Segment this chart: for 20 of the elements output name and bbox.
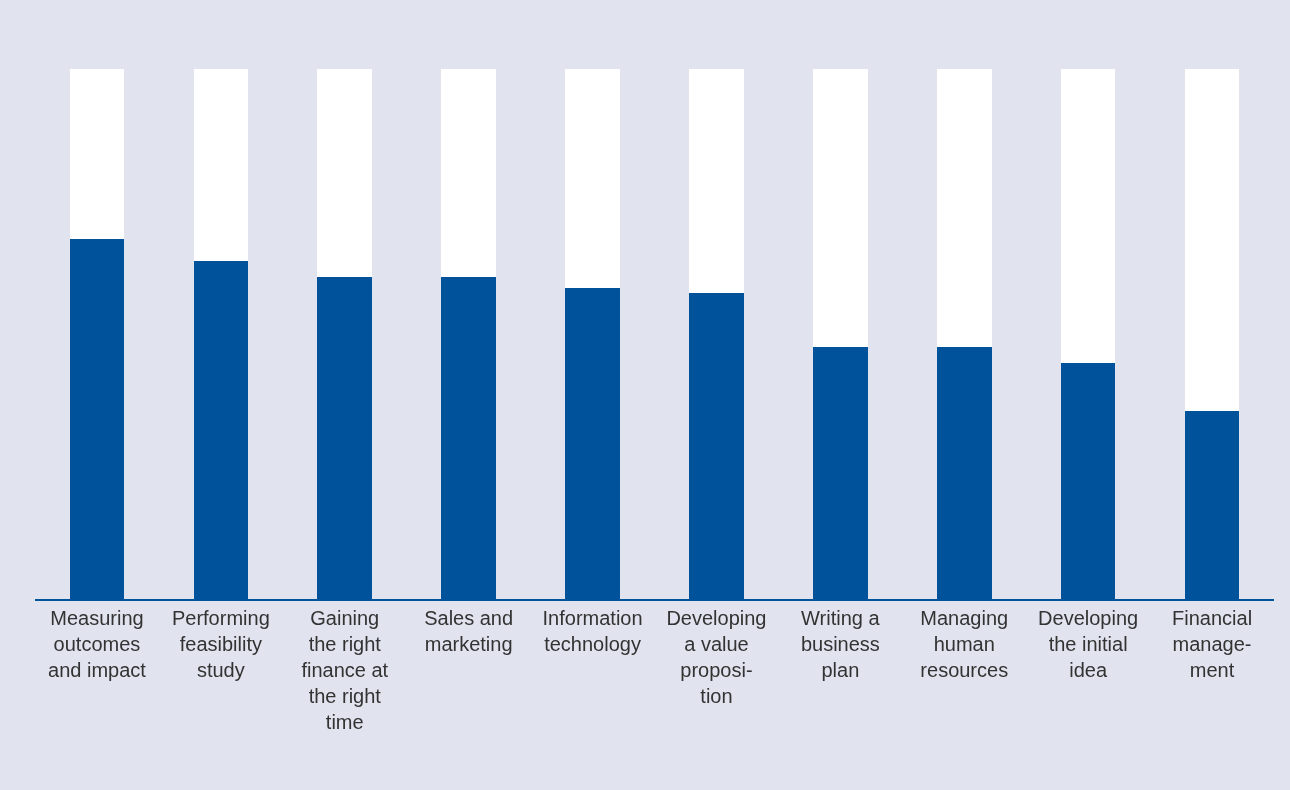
bar bbox=[689, 69, 744, 294]
x-tick-label: Developing a value proposi- tion bbox=[666, 607, 767, 707]
bar bbox=[69, 69, 125, 240]
x-tick-label: Writing a business plan bbox=[800, 607, 881, 681]
bar bbox=[813, 69, 868, 348]
bar bbox=[317, 69, 373, 277]
x-tick-label: Sales and marketing bbox=[424, 607, 514, 655]
bar bbox=[936, 69, 992, 348]
bar bbox=[565, 69, 620, 288]
bar bbox=[1184, 69, 1240, 411]
bar bbox=[441, 69, 496, 277]
x-tick-label: Gaining the right finance at the right time bbox=[301, 607, 389, 733]
bar bbox=[193, 69, 249, 261]
x-tick-label: Managing human resources bbox=[920, 607, 1009, 681]
x-tick-label: Financial manage- ment bbox=[1172, 607, 1253, 681]
bar bbox=[1060, 69, 1116, 364]
x-tick-label: Measuring outcomes and impact bbox=[48, 607, 147, 681]
x-tick-label: Developing the initial idea bbox=[1038, 607, 1139, 681]
x-tick-label: Information technology bbox=[542, 607, 643, 655]
x-tick-label: Performing feasibility study bbox=[171, 607, 270, 681]
